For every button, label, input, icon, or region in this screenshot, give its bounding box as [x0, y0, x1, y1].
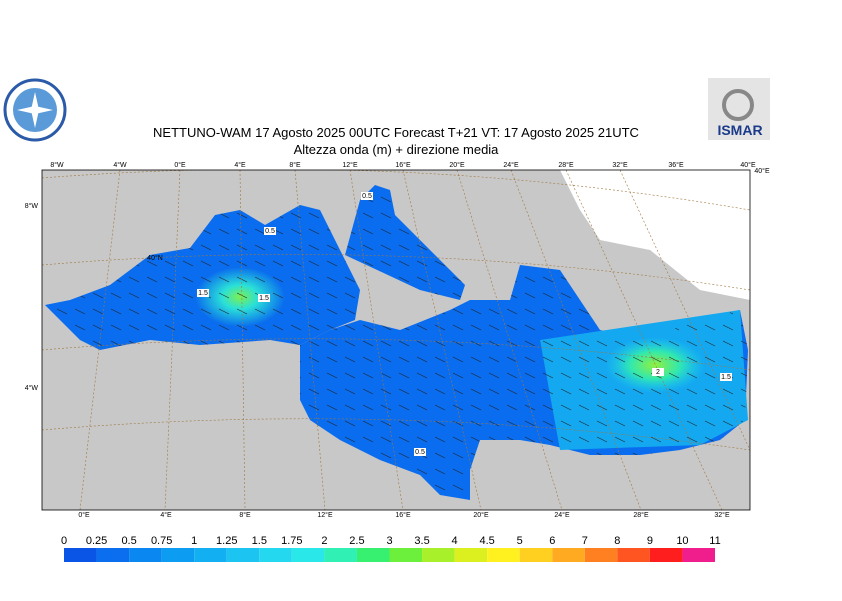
colorbar-box	[226, 548, 260, 562]
bottom-label: 12°E	[317, 511, 333, 519]
map-frame	[41, 169, 751, 511]
contour-label: 0.5	[415, 449, 425, 456]
bottom-label: 20°E	[473, 511, 489, 519]
colorbar-label: 5	[517, 535, 523, 547]
left-label: 8°W	[25, 202, 39, 210]
colorbar-box	[96, 548, 130, 562]
colorbar-box	[356, 548, 390, 562]
colorbar-label: 11	[709, 535, 720, 547]
bottom-label: 32°E	[714, 511, 730, 519]
colorbar-label: 1.75	[281, 535, 302, 547]
bottom-label: 4°E	[160, 511, 172, 519]
contour-label-bg	[264, 227, 276, 235]
top-label: 40°E	[740, 161, 756, 169]
bottom-label: 0°E	[78, 511, 90, 519]
top-label: 8°E	[289, 161, 301, 169]
colorbar-label: 1	[191, 535, 197, 547]
colorbar-label: 2	[321, 535, 327, 547]
top-label: 8°W	[50, 161, 64, 169]
subtitle: Altezza onda (m) + direzione media	[294, 142, 500, 157]
contour-label-bg	[197, 289, 209, 297]
top-label: 20°E	[449, 161, 465, 169]
colorbar-box	[649, 548, 683, 562]
colorbar-label: 2.5	[349, 535, 364, 547]
colorbar-box	[422, 548, 455, 562]
colorbar-box	[161, 548, 195, 562]
contour-label-bg	[414, 448, 426, 456]
right-logo: ISMAR	[708, 78, 770, 140]
top-label: 24°E	[503, 161, 519, 169]
top-label: 16°E	[395, 161, 411, 169]
inner-label: 40°E	[754, 167, 770, 175]
colorbar-label: 1.25	[216, 535, 237, 547]
map	[42, 170, 750, 510]
sea	[45, 185, 748, 500]
top-label: 4°E	[234, 161, 246, 169]
top-label: 4°W	[113, 161, 127, 169]
bottom-label: 8°E	[239, 511, 251, 519]
bottom-label: 24°E	[554, 511, 570, 519]
colorbar-box	[389, 548, 423, 562]
colorbar-box	[454, 548, 488, 562]
colorbar-label: 3	[386, 535, 392, 547]
colorbar-label: 9	[647, 535, 653, 547]
contour-label: 1.5	[721, 374, 731, 381]
colorbar-box	[291, 548, 325, 562]
colorbar-box	[259, 548, 292, 562]
contour-label-bg	[720, 373, 732, 381]
contour-label: 1.5	[259, 295, 269, 302]
top-label: 28°E	[558, 161, 574, 169]
colorbar-box	[129, 548, 162, 562]
colorbar-label: 0.5	[121, 535, 136, 547]
left-logo	[3, 78, 67, 142]
colorbar-box	[487, 548, 520, 562]
colorbar-label: 0	[61, 535, 67, 547]
contour-label-bg	[652, 368, 664, 376]
colorbar-label: 0.75	[151, 535, 172, 547]
graticule	[42, 170, 750, 510]
colorbar-box	[64, 548, 97, 562]
colorbar-label: 1.5	[252, 535, 267, 547]
colorbar-box	[324, 548, 357, 562]
colorbar-label: 0.25	[86, 535, 107, 547]
contour-label: 0.5	[362, 193, 372, 200]
colorbar-label: 8	[614, 535, 620, 547]
colorbar-label: 7	[582, 535, 588, 547]
colorbar-box	[194, 548, 227, 562]
contour-label-bg	[361, 192, 373, 200]
colorbar-box	[617, 548, 650, 562]
logo-text: ISMAR	[717, 122, 762, 138]
colorbar-label: 6	[549, 535, 555, 547]
title: NETTUNO-WAM 17 Agosto 2025 00UTC Forecas…	[153, 125, 639, 140]
contour-label: 0.5	[265, 228, 275, 235]
colorbar-box	[552, 548, 585, 562]
inner-label: 40°N	[147, 254, 163, 262]
colorbar-label: 4.5	[480, 535, 495, 547]
contour-label-bg	[258, 294, 270, 302]
left-label: 4°W	[25, 384, 39, 392]
colorbar-label: 4	[452, 535, 458, 547]
bottom-label: 28°E	[633, 511, 649, 519]
colorbar-box	[519, 548, 553, 562]
bottom-label: 16°E	[395, 511, 411, 519]
top-label: 32°E	[612, 161, 628, 169]
colorbar-box	[682, 548, 715, 562]
contour-label: 1.5	[198, 290, 208, 297]
top-label: 36°E	[668, 161, 684, 169]
top-label: 0°E	[174, 161, 186, 169]
contour-label: 2	[656, 369, 660, 376]
colorbar-box	[584, 548, 618, 562]
colorbar-label: 10	[676, 535, 688, 547]
top-label: 12°E	[342, 161, 358, 169]
colorbar-label: 3.5	[414, 535, 429, 547]
